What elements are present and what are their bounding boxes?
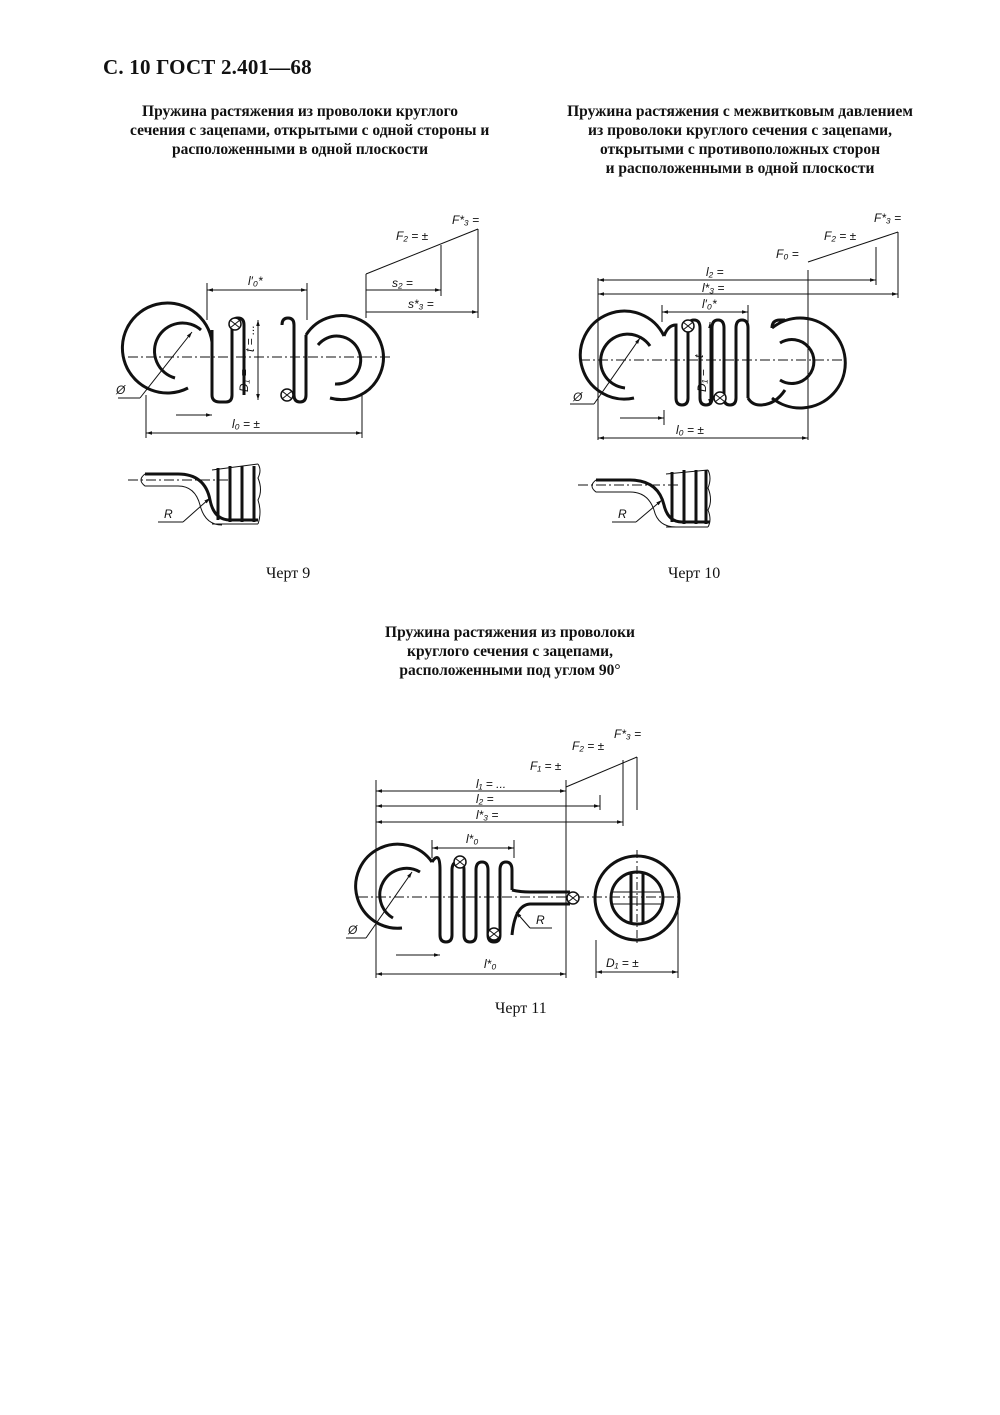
fig10-f3-label: F*₃ = bbox=[874, 211, 901, 225]
fig11-l2-label: l₂ = bbox=[476, 792, 494, 806]
fig9-l0-label: l₀ = ± bbox=[232, 417, 260, 431]
fig10-diameter-label: Ø bbox=[572, 390, 583, 404]
fig10-f2-label: F₂ = ± bbox=[824, 229, 857, 243]
fig11-diameter-label: Ø bbox=[347, 923, 358, 937]
fig9-diameter-label: Ø bbox=[115, 383, 126, 397]
fig11-label: Черт 11 bbox=[495, 1000, 547, 1017]
fig11-caption: Пружина растяжения из проволоки круглого… bbox=[360, 623, 660, 680]
fig10-l2-label: l₂ = bbox=[706, 265, 724, 279]
fig11-caption-line: расположенными под углом 90° bbox=[399, 662, 621, 679]
fig11-r-label: R bbox=[536, 913, 545, 927]
fig10-caption-line: из проволоки круглого сечения с зацепами… bbox=[588, 122, 892, 139]
fig9-drawing: l′₀* l₀ = ± D₁ = t = ... Ø F₂ = ± F*₃ = … bbox=[115, 213, 479, 526]
fig10-f0-label: F₀ = bbox=[776, 247, 799, 261]
fig10-caption: Пружина растяжения с межвитковым давлени… bbox=[555, 102, 925, 178]
fig9-d1-label: D₁ = bbox=[237, 369, 251, 392]
fig9-caption: Пружина растяжения из проволоки круглого… bbox=[130, 102, 490, 159]
fig9-s3-label: s*₃ = bbox=[408, 297, 434, 311]
fig10-l0-prime-label: l′₀* bbox=[702, 297, 717, 311]
fig9-f2-label: F₂ = ± bbox=[396, 229, 429, 243]
fig11-f2-label: F₂ = ± bbox=[572, 739, 605, 753]
fig9-r-label: R bbox=[164, 507, 173, 521]
fig9-label: Черт 9 bbox=[266, 565, 311, 582]
fig10-l3-label: l*₃ = bbox=[702, 281, 724, 295]
fig9-caption-line: сечения с зацепами, открытыми с одной ст… bbox=[130, 122, 490, 139]
fig11-caption-line: Пружина растяжения из проволоки bbox=[385, 624, 635, 641]
fig11-drawing: l₁ = ... l₂ = l*₃ = l*₀ l*₀ D₁ = ± Ø R F… bbox=[346, 727, 682, 978]
fig9-caption-line: Пружина растяжения из проволоки круглого bbox=[142, 103, 458, 120]
fig10-caption-line: и расположенными в одной плоскости bbox=[605, 160, 875, 177]
fig9-s2-label: s₂ = bbox=[392, 276, 413, 290]
fig10-caption-line: Пружина растяжения с межвитковым давлени… bbox=[567, 103, 913, 120]
fig10-t-label: t bbox=[692, 354, 706, 358]
fig10-label: Черт 10 bbox=[668, 565, 721, 582]
fig10-drawing: l₂ = l*₃ = l′₀* l₀ = ± D₁ = t Ø F₀ = F₂ … bbox=[570, 211, 901, 528]
fig11-l0-top-label: l*₀ bbox=[466, 832, 478, 846]
fig11-l3-label: l*₃ = bbox=[476, 808, 498, 822]
fig11-l1-label: l₁ = ... bbox=[476, 777, 506, 791]
page-header: С. 10 ГОСТ 2.401—68 bbox=[103, 55, 312, 79]
fig11-d1-label: D₁ = ± bbox=[606, 956, 639, 970]
fig9-l0-prime-label: l′₀* bbox=[248, 274, 263, 288]
fig10-l0-label: l₀ = ± bbox=[676, 423, 704, 437]
fig9-t-label: t = ... bbox=[243, 325, 257, 352]
fig11-caption-line: круглого сечения с зацепами, bbox=[407, 643, 613, 660]
fig9-f3-label: F*₃ = bbox=[452, 213, 479, 227]
fig11-f1-label: F₁ = ± bbox=[530, 759, 562, 773]
fig11-l0-bottom-label: l*₀ bbox=[484, 957, 496, 971]
fig9-caption-line: расположенными в одной плоскости bbox=[171, 141, 429, 158]
fig11-f3-label: F*₃ = bbox=[614, 727, 641, 741]
fig10-r-label: R bbox=[618, 507, 627, 521]
fig10-d1-label: D₁ = bbox=[695, 369, 709, 392]
fig10-caption-line: открытыми с противоположных сторон bbox=[599, 141, 881, 158]
